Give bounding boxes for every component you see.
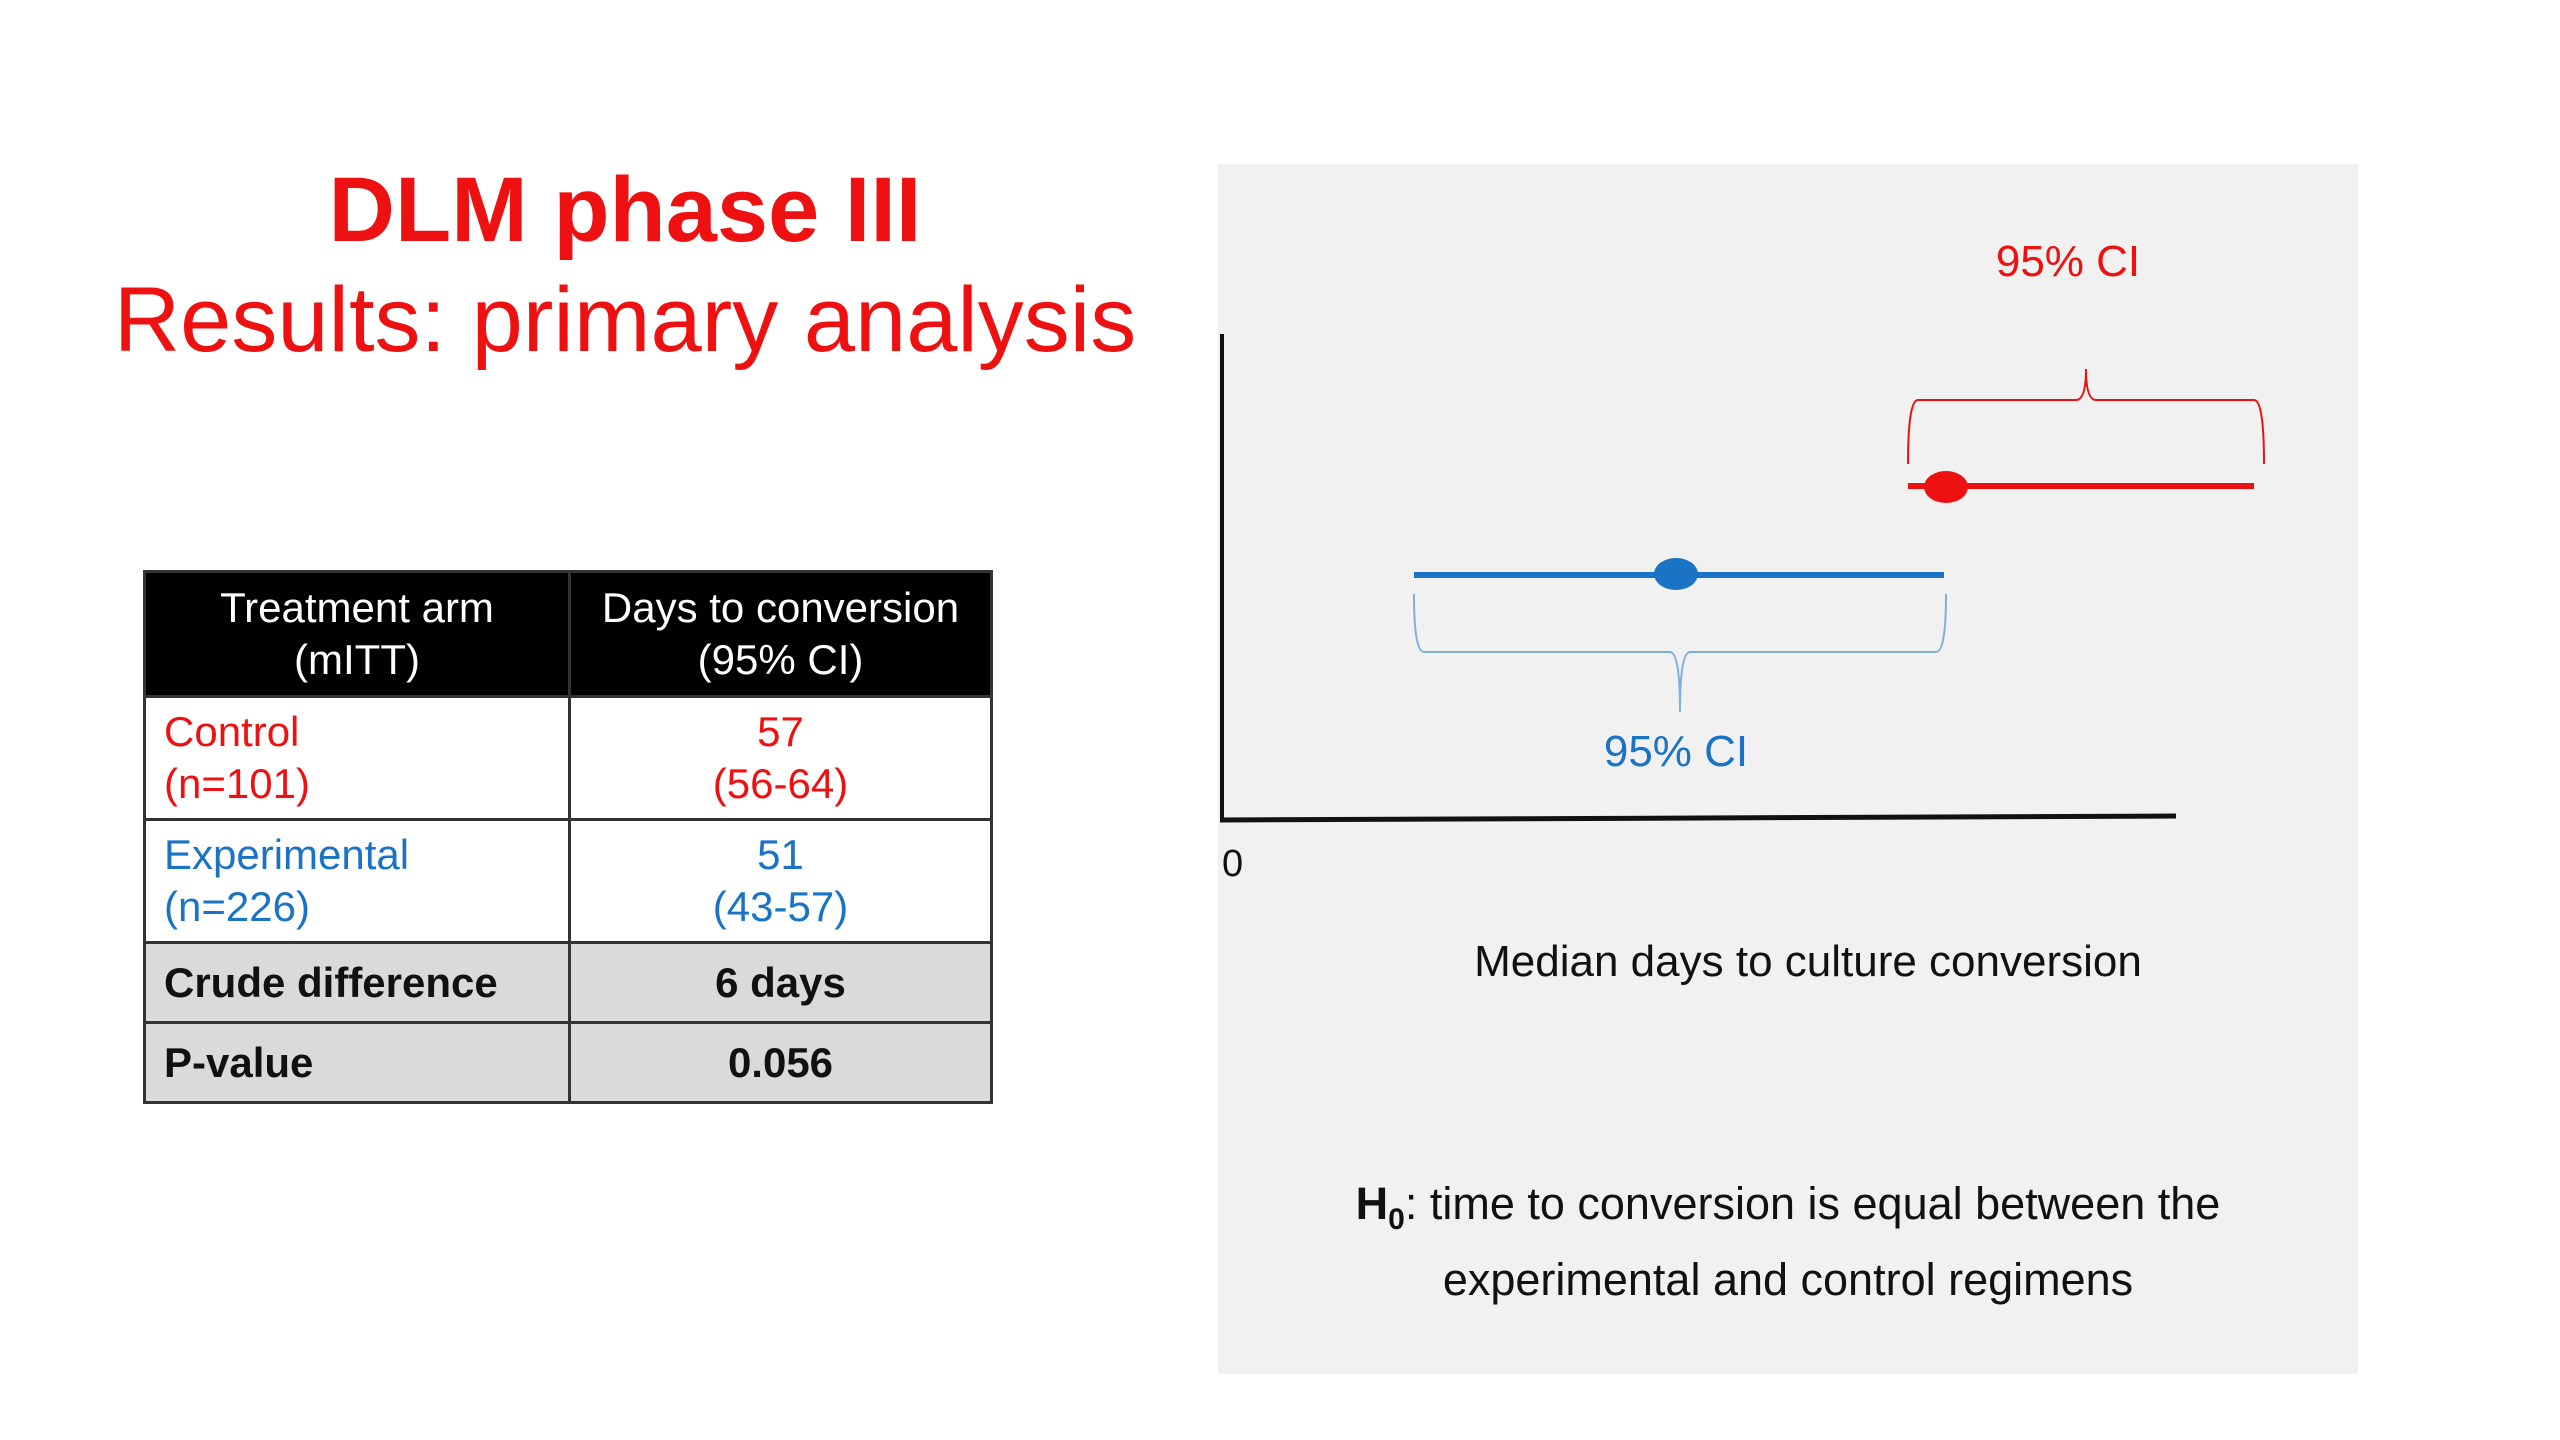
experimental-median-point [1654, 558, 1698, 590]
control-median-point [1924, 471, 1968, 503]
crude-difference-value: 6 days [568, 941, 993, 1024]
experimental-median-days: 51 [757, 831, 804, 878]
title-main: DLM phase III [328, 159, 922, 261]
title-subtitle: Results: primary analysis [113, 269, 1137, 371]
ci-diagram-panel: 0 95% CI 95% CI Median days to culture c… [1218, 164, 2358, 1374]
x-axis [1219, 813, 2177, 823]
experimental-value-cell: 51 (43-57) [568, 818, 993, 944]
control-arm-cell: Control (n=101) [143, 695, 571, 821]
control-n-label: (n=101) [164, 760, 310, 807]
h0-subscript: 0 [1388, 1203, 1405, 1236]
experimental-ci-label: 95% CI [1604, 727, 1748, 776]
header-days-to-conversion: Days to conversion (95% CI) [568, 570, 993, 698]
experimental-arm-cell: Experimental (n=226) [143, 818, 571, 944]
control-ci-label: 95% CI [1996, 237, 2140, 286]
null-hypothesis: H0: time to conversion is equal between … [1268, 1174, 2308, 1310]
crude-difference-label: Crude difference [143, 941, 571, 1024]
x-axis-label: Median days to culture conversion [1474, 937, 2142, 986]
h0-symbol: H [1355, 1178, 1389, 1229]
h0-text-line2: experimental and control regimens [1442, 1254, 2134, 1305]
control-ci-brace [1907, 368, 2265, 465]
header-days-line1: Days to conversion [601, 584, 960, 631]
p-value-label: P-value [143, 1021, 571, 1104]
table-row-experimental: Experimental (n=226) 51 (43-57) [143, 818, 993, 944]
experimental-ci-brace [1413, 593, 1947, 713]
control-median-days: 57 [757, 708, 804, 755]
table-row-crude-difference: Crude difference 6 days [143, 941, 993, 1024]
experimental-arm-label: Experimental [164, 831, 410, 878]
control-ci: (56-64) [712, 760, 849, 807]
results-table: Treatment arm (mITT) Days to conversion … [143, 570, 993, 1104]
header-days-line2: (95% CI) [697, 636, 864, 683]
header-treatment-arm-line2: (mITT) [294, 636, 420, 683]
ci-diagram: 0 95% CI 95% CI [1219, 237, 2265, 885]
null-hypothesis-line1: H0: time to conversion is equal between … [1268, 1174, 2308, 1250]
h0-text-line1: : time to conversion is equal between th… [1404, 1178, 2221, 1229]
table-header-row: Treatment arm (mITT) Days to conversion … [143, 570, 993, 698]
header-treatment-arm: Treatment arm (mITT) [143, 570, 571, 698]
control-value-cell: 57 (56-64) [568, 695, 993, 821]
header-treatment-arm-line1: Treatment arm [220, 584, 494, 631]
zero-tick-label: 0 [1222, 843, 1243, 885]
control-arm-label: Control [164, 708, 300, 755]
slide-title: DLM phase III Results: primary analysis [0, 155, 1250, 375]
experimental-n-label: (n=226) [164, 883, 310, 930]
experimental-ci: (43-57) [712, 883, 849, 930]
table-row-p-value: P-value 0.056 [143, 1021, 993, 1104]
p-value-value: 0.056 [568, 1021, 993, 1104]
table-row-control: Control (n=101) 57 (56-64) [143, 695, 993, 821]
